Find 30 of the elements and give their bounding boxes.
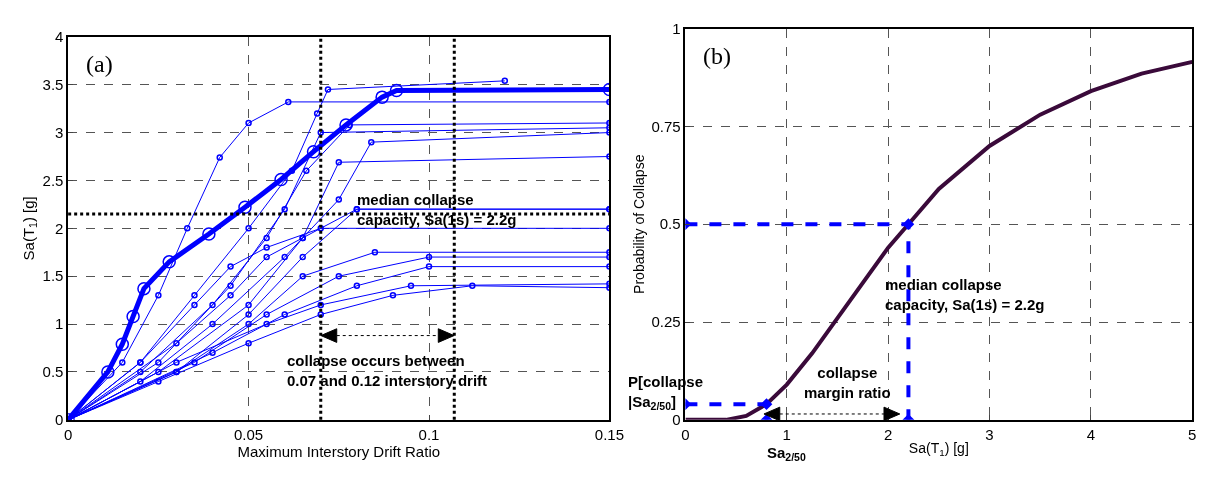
y-tick-label: 2 xyxy=(55,219,64,237)
y-tick-label: 0 xyxy=(55,411,64,429)
annotation: collapse occurs between 0.07 and 0.12 interstory drift xyxy=(287,352,488,389)
x-axis-title: Sa(T$_{1}$) [g] xyxy=(908,440,969,459)
x-tick-label: 3 xyxy=(985,425,994,443)
y-axis-title: Probability of Collapse xyxy=(630,154,647,294)
x-tick-label: 5 xyxy=(1188,425,1197,443)
x-tick-label: 2 xyxy=(883,425,893,443)
y-tick-label: 4 xyxy=(55,28,64,46)
y-tick-label: 0.25 xyxy=(651,313,681,331)
x-tick-label: 0.15 xyxy=(594,425,625,443)
y-tick-label: 1 xyxy=(55,315,64,333)
y-tick-label: 3 xyxy=(55,123,64,141)
y-tick-label: 1 xyxy=(672,19,681,37)
x-tick-label: 0.1 xyxy=(418,425,440,443)
annotation: (b) xyxy=(703,43,731,69)
x-axis-title: Maximum Interstory Drift Ratio xyxy=(237,442,441,460)
y-tick-label: 0 xyxy=(672,411,681,429)
y-tick-label: 1.5 xyxy=(42,267,64,285)
x-tick-label: 0.05 xyxy=(233,425,264,443)
text: Sa$_{2/50}$ xyxy=(767,444,806,464)
x-tick-label: 4 xyxy=(1086,425,1096,443)
y-tick-label: 0.5 xyxy=(42,363,64,381)
y-tick-label: 0.5 xyxy=(659,215,681,233)
y-tick-label: 3.5 xyxy=(42,75,64,93)
x-tick-label: 1 xyxy=(782,425,791,443)
annotation: median collapse capacity, Sa(1s) = 2.2g xyxy=(357,191,517,228)
y-tick-label: 2.5 xyxy=(42,171,64,189)
annotation: (a) xyxy=(86,51,113,77)
y-tick-label: 0.75 xyxy=(651,117,681,135)
